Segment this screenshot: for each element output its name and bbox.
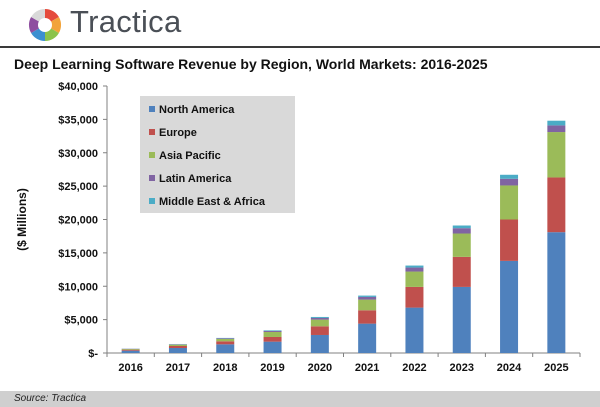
x-tick-label: 2023 <box>450 362 474 374</box>
bar-north-america-2021 <box>358 323 377 353</box>
y-tick-label: $30,000 <box>58 148 98 160</box>
x-tick-label: 2020 <box>308 362 332 374</box>
footer-bar: Source: Tractica <box>0 391 600 407</box>
legend-box <box>140 96 295 213</box>
x-tick-label: 2018 <box>213 362 237 374</box>
y-tick-label: $25,000 <box>58 181 98 193</box>
bar-europe-2024 <box>500 219 519 261</box>
y-tick-label: $35,000 <box>58 114 98 126</box>
bar-latin-america-2018 <box>216 338 235 339</box>
bar-europe-2019 <box>263 336 282 342</box>
bar-north-america-2025 <box>547 232 566 353</box>
bar-europe-2020 <box>310 326 329 335</box>
bar-europe-2022 <box>405 286 424 308</box>
bar-middle-east-africa-2019 <box>263 330 282 331</box>
y-tick-label: $- <box>88 348 98 360</box>
bar-middle-east-africa-2021 <box>358 295 377 297</box>
bar-middle-east-africa-2020 <box>310 316 329 318</box>
brand-name: Tractica <box>70 4 182 39</box>
bar-asia-pacific-2023 <box>452 233 471 257</box>
bar-asia-pacific-2021 <box>358 299 377 311</box>
bar-asia-pacific-2022 <box>405 271 424 287</box>
chart-axes: $- $5,000 $10,000 $15,000 $20,000 $25,000 $30,… <box>15 81 581 374</box>
x-tick-label: 2024 <box>497 362 522 374</box>
header-divider <box>0 46 600 48</box>
legend-swatch <box>149 106 155 112</box>
bar-latin-america-2024 <box>500 178 519 186</box>
bar-middle-east-africa-2024 <box>500 174 519 179</box>
bar-europe-2021 <box>358 310 377 324</box>
bar-asia-pacific-2016 <box>121 348 140 350</box>
bar-middle-east-africa-2023 <box>452 225 471 229</box>
bar-europe-2018 <box>216 341 235 345</box>
bar-north-america-2016 <box>121 350 140 353</box>
stacked-bar-chart: $- $5,000 $10,000 $15,000 $20,000 $25,000 $30,… <box>15 81 581 374</box>
bar-middle-east-africa-2022 <box>405 265 424 268</box>
bar-latin-america-2022 <box>405 267 424 272</box>
legend-swatch <box>149 129 155 135</box>
legend-label: Middle East & Africa <box>159 196 266 208</box>
bar-north-america-2022 <box>405 307 424 353</box>
bar-asia-pacific-2020 <box>310 319 329 327</box>
bar-north-america-2024 <box>500 260 519 353</box>
bar-europe-2023 <box>452 256 471 287</box>
bar-latin-america-2020 <box>310 317 329 320</box>
bar-europe-2017 <box>168 345 187 348</box>
bar-north-america-2020 <box>310 334 329 353</box>
bar-series <box>121 120 566 353</box>
bar-north-america-2017 <box>168 347 187 353</box>
hexagon-logo-icon <box>28 8 62 42</box>
y-tick-label: $40,000 <box>58 81 98 93</box>
tractica-logo <box>28 8 62 42</box>
bar-north-america-2018 <box>216 344 235 353</box>
legend-swatch <box>149 152 155 158</box>
legend-label: Asia Pacific <box>159 150 221 162</box>
x-tick-label: 2022 <box>402 362 426 374</box>
bar-europe-2016 <box>121 349 140 351</box>
chart-title: Deep Learning Software Revenue by Region… <box>14 56 488 72</box>
y-tick-label: $20,000 <box>58 215 98 227</box>
y-tick-label: $15,000 <box>58 248 98 260</box>
bar-asia-pacific-2019 <box>263 331 282 337</box>
bar-latin-america-2019 <box>263 330 282 332</box>
bar-europe-2025 <box>547 177 566 233</box>
bar-north-america-2019 <box>263 341 282 353</box>
legend-label: North America <box>159 104 235 116</box>
y-axis-title: ($ Millions) <box>15 188 29 251</box>
legend-swatch <box>149 175 155 181</box>
bar-latin-america-2025 <box>547 125 566 133</box>
chart-legend: North America Europe Asia Pacific Latin Ame… <box>140 96 295 213</box>
x-tick-label: 2025 <box>544 362 568 374</box>
bar-latin-america-2023 <box>452 228 471 234</box>
x-tick-label: 2016 <box>118 362 142 374</box>
x-tick-label: 2019 <box>260 362 284 374</box>
bar-north-america-2023 <box>452 286 471 353</box>
legend-label: Latin America <box>159 173 232 185</box>
x-tick-label: 2021 <box>355 362 379 374</box>
bar-asia-pacific-2018 <box>216 338 235 342</box>
bar-middle-east-africa-2025 <box>547 120 566 126</box>
legend-swatch <box>149 198 155 204</box>
bar-asia-pacific-2017 <box>168 344 187 346</box>
y-tick-label: $10,000 <box>58 281 98 293</box>
source-note: Source: Tractica <box>14 393 87 404</box>
legend-label: Europe <box>159 127 197 139</box>
bar-asia-pacific-2025 <box>547 132 566 178</box>
x-tick-label: 2017 <box>166 362 190 374</box>
bar-asia-pacific-2024 <box>500 185 519 220</box>
bar-latin-america-2021 <box>358 296 377 300</box>
y-tick-label: $5,000 <box>64 315 98 327</box>
